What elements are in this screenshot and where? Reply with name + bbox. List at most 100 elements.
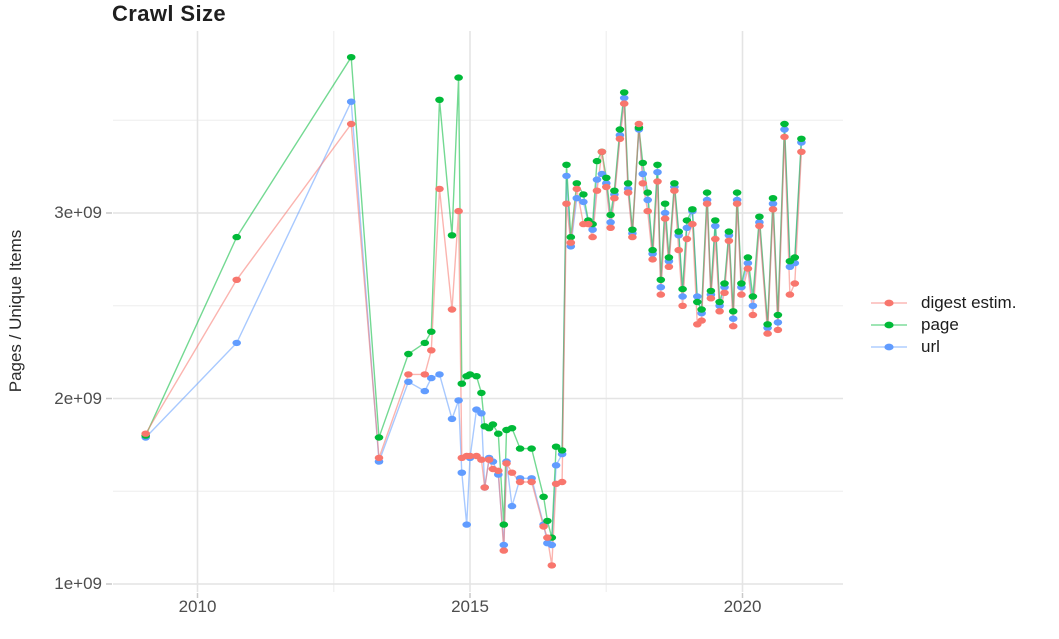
data-point-digestestim — [656, 291, 666, 298]
data-point-page — [728, 308, 738, 315]
data-point-digestestim — [539, 523, 548, 530]
data-point-url — [562, 172, 571, 180]
data-point-page — [648, 246, 657, 254]
data-point-digestestim — [404, 371, 413, 378]
data-point-digestestim — [643, 207, 652, 215]
data-point-url — [682, 224, 692, 231]
data-point-digestestim — [588, 233, 597, 241]
data-point-page — [543, 517, 552, 525]
x-axis-tick-label-2010: 2010 — [178, 597, 217, 616]
data-point-digestestim — [638, 180, 648, 187]
legend-item-url: url — [870, 336, 1016, 358]
data-point-page — [472, 373, 481, 380]
data-point-digestestim — [623, 189, 633, 196]
legend-item-digest-estim: digest estim. — [870, 292, 1016, 314]
data-point-url — [780, 126, 789, 133]
data-point-page — [682, 217, 692, 224]
data-point-digestestim — [743, 265, 753, 272]
data-point-digestestim — [527, 478, 536, 486]
data-point-page — [664, 254, 674, 261]
x-axis-tick-label-2020: 2020 — [723, 597, 762, 616]
data-point-page — [427, 328, 436, 335]
data-point-digestestim — [697, 317, 706, 324]
data-point-url — [656, 284, 666, 291]
data-point-page — [619, 89, 629, 96]
data-point-digestestim — [610, 195, 619, 202]
data-point-page — [477, 389, 486, 397]
data-point-page — [715, 298, 724, 306]
data-point-url — [678, 293, 687, 300]
data-point-digestestim — [780, 133, 789, 141]
data-point-digestestim — [702, 200, 712, 207]
legend-key-digest-line-dot-icon — [871, 299, 907, 307]
y-axis-title: Pages / Unique Items — [6, 229, 25, 393]
data-point-url — [693, 293, 702, 300]
data-point-page — [232, 233, 241, 241]
legend-item-label: digest estim. — [921, 293, 1017, 312]
data-point-page — [743, 254, 753, 261]
data-point-digestestim — [477, 456, 486, 463]
data-point-page — [755, 213, 764, 220]
data-point-url — [643, 196, 652, 204]
data-point-digestestim — [790, 280, 800, 287]
legend-key-page-line-dot-icon — [871, 321, 907, 329]
data-point-page — [447, 232, 457, 239]
data-point-url — [743, 259, 753, 267]
data-point-page — [562, 161, 571, 168]
data-point-digestestim — [768, 206, 778, 213]
data-point-page — [702, 189, 712, 196]
data-point-digestestim — [785, 291, 795, 298]
data-point-digestestim — [728, 323, 738, 330]
data-point-page — [773, 311, 783, 319]
data-point-page — [494, 430, 503, 437]
data-point-page — [420, 339, 430, 347]
data-point-page — [763, 321, 772, 328]
data-point-digestestim — [755, 222, 764, 230]
data-point-digestestim — [748, 311, 758, 319]
data-point-digestestim — [664, 263, 674, 270]
data-point-page — [768, 195, 778, 202]
data-point-digestestim — [562, 200, 571, 207]
data-point-url — [462, 521, 472, 528]
data-point-digestestim — [494, 467, 503, 474]
data-point-digestestim — [592, 187, 602, 194]
data-point-digestestim — [720, 289, 729, 296]
data-point-page — [797, 135, 806, 142]
legend-key-url-line-dot-icon — [871, 343, 907, 351]
data-point-url — [404, 378, 413, 385]
legend-item-label: url — [921, 337, 940, 356]
x-axis-tick-label-2015: 2015 — [451, 597, 489, 616]
data-point-page — [688, 206, 697, 213]
data-point-page — [374, 434, 384, 441]
data-point-digestestim — [465, 452, 475, 460]
data-point-digestestim — [653, 178, 662, 185]
data-point-digestestim — [447, 306, 457, 313]
data-point-digestestim — [648, 256, 657, 263]
data-point-page — [693, 298, 702, 306]
data-point-digestestim — [480, 484, 490, 491]
data-point-page — [515, 445, 525, 452]
data-point-digestestim — [678, 302, 687, 309]
data-point-digestestim — [454, 207, 463, 215]
data-point-page — [527, 445, 536, 452]
data-point-digestestim — [515, 478, 525, 486]
data-point-url — [572, 195, 582, 202]
data-point-page — [551, 443, 561, 450]
data-point-page — [566, 233, 576, 241]
data-point-page — [602, 174, 611, 181]
data-point-page — [720, 280, 729, 287]
data-point-page — [435, 96, 444, 104]
data-point-url — [660, 209, 670, 217]
data-point-page — [579, 191, 588, 198]
data-point-page — [748, 293, 758, 300]
data-point-url — [748, 302, 758, 309]
data-point-digestestim — [706, 295, 716, 302]
data-point-page — [660, 200, 670, 207]
data-point-digestestim — [737, 291, 746, 298]
data-point-page — [454, 74, 463, 81]
data-point-digestestim — [597, 148, 607, 155]
data-point-digestestim — [602, 183, 611, 191]
plot-title: Crawl Size — [112, 1, 227, 26]
data-point-digestestim — [346, 120, 356, 128]
data-point-page — [724, 228, 734, 235]
